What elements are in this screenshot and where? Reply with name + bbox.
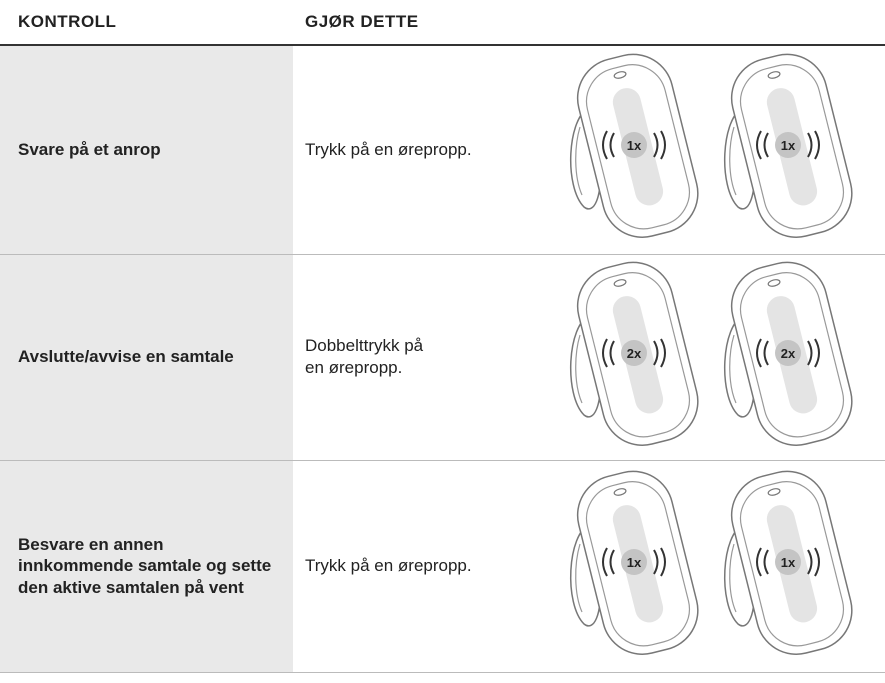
image-cell: 2x 2x: [558, 252, 885, 461]
header-cell: GJØR DETTE: [293, 0, 558, 46]
earbuds: 1x 1x: [568, 461, 862, 664]
action-cell: Dobbelttrykk på en ørepropp.: [293, 254, 558, 461]
earbud: 2x: [568, 252, 708, 455]
control-cell: Svare på et anrop: [0, 45, 293, 255]
earbud: 1x: [722, 461, 862, 664]
action-cell: Trykk på en ørepropp.: [293, 45, 558, 255]
table-body: Svare på et anrop Trykk på en ørepropp. 1x…: [0, 45, 885, 673]
tap-badge: 1x: [627, 138, 642, 153]
table-row: Besvare en annen innkommende samtale og …: [0, 460, 885, 673]
earbud: 1x: [568, 45, 708, 247]
action-cell: Trykk på en ørepropp.: [293, 460, 558, 673]
earbud: 1x: [568, 461, 708, 664]
tap-badge: 2x: [781, 346, 796, 361]
action-line: Dobbelttrykk på: [305, 335, 424, 355]
tap-badge: 1x: [781, 138, 796, 153]
control-cell: Avslutte/avvise en samtale: [0, 254, 293, 461]
tap-badge: 1x: [781, 555, 796, 570]
earbud: 2x: [722, 252, 862, 455]
earbuds: 2x 2x: [568, 252, 862, 455]
header-cell: [558, 0, 885, 46]
tap-badge: 2x: [627, 346, 642, 361]
action-line: Trykk på en ørepropp.: [305, 139, 472, 159]
earbuds: 1x 1x: [568, 45, 862, 247]
table-row: Avslutte/avvise en samtale Dobbelttrykk p…: [0, 252, 885, 461]
header-row: KONTROLL GJØR DETTE: [0, 0, 885, 46]
image-cell: 1x 1x: [558, 460, 885, 673]
table-row: Svare på et anrop Trykk på en ørepropp. 1x…: [0, 45, 885, 255]
control-cell: Besvare en annen innkommende samtale og …: [0, 460, 293, 673]
header-cell: KONTROLL: [0, 0, 293, 46]
action-line: en ørepropp.: [305, 358, 403, 377]
image-cell: 1x 1x: [558, 45, 885, 255]
tap-badge: 1x: [627, 555, 642, 570]
action-line: Trykk på en ørepropp.: [305, 555, 472, 575]
earbud: 1x: [722, 45, 862, 247]
